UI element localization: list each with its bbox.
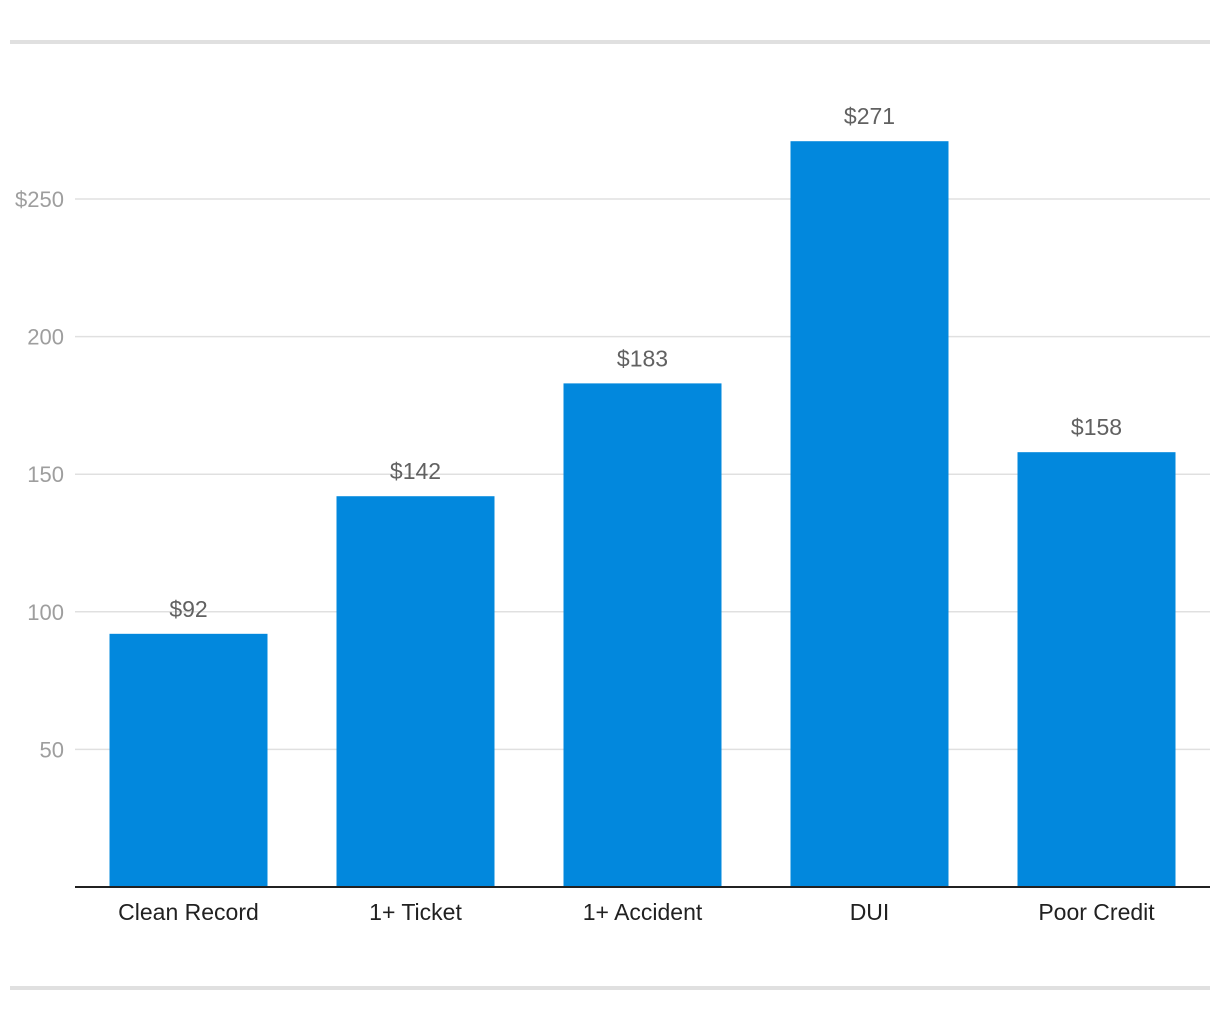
bar-value-label: $183 bbox=[617, 345, 668, 371]
bar bbox=[563, 383, 722, 887]
bar-value-label: $271 bbox=[844, 103, 895, 129]
category-label: 1+ Ticket bbox=[369, 899, 462, 925]
top-divider bbox=[10, 40, 1210, 44]
bar-value-label: $92 bbox=[169, 596, 207, 622]
bar bbox=[1017, 452, 1176, 887]
category-label: Poor Credit bbox=[1038, 899, 1155, 925]
value-labels: $92 $142 $183 $271 $158 bbox=[169, 103, 1122, 622]
bars bbox=[109, 141, 1176, 887]
category-labels: Clean Record 1+ Ticket 1+ Accident DUI Poor … bbox=[118, 899, 1155, 925]
y-tick-label: 200 bbox=[27, 325, 64, 350]
category-label: 1+ Accident bbox=[583, 899, 703, 925]
bar-value-label: $142 bbox=[390, 458, 441, 484]
bar bbox=[109, 633, 268, 887]
y-tick-label: 150 bbox=[27, 462, 64, 487]
bar bbox=[336, 496, 495, 887]
y-tick-label: 50 bbox=[40, 737, 64, 762]
bar bbox=[790, 141, 949, 887]
category-label: Clean Record bbox=[118, 899, 259, 925]
category-label: DUI bbox=[850, 899, 890, 925]
y-tick-label: $250 bbox=[15, 187, 64, 212]
y-tick-label: 100 bbox=[27, 600, 64, 625]
bottom-divider bbox=[10, 986, 1210, 990]
y-axis-ticks: 50 100 150 200 $250 bbox=[15, 187, 64, 762]
bar-value-label: $158 bbox=[1071, 414, 1122, 440]
